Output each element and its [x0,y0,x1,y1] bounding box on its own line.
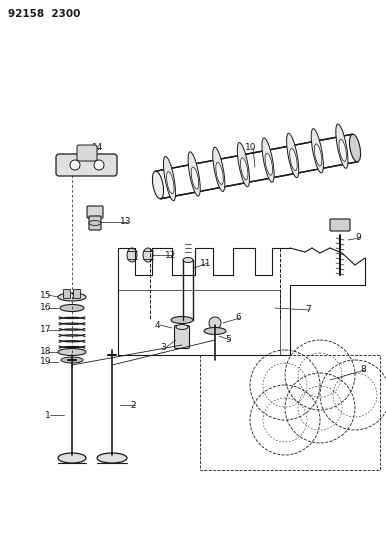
Ellipse shape [336,124,348,168]
Ellipse shape [60,304,84,311]
FancyBboxPatch shape [64,289,71,298]
Text: 10: 10 [245,143,257,152]
Ellipse shape [127,248,137,262]
Text: 16: 16 [40,303,51,312]
Text: 92158  2300: 92158 2300 [8,9,80,19]
Text: 13: 13 [120,217,132,227]
Ellipse shape [152,171,164,199]
Ellipse shape [89,221,101,225]
Text: 3: 3 [160,343,166,352]
Text: 19: 19 [40,358,51,367]
Ellipse shape [262,138,274,182]
Ellipse shape [240,158,248,180]
Circle shape [209,317,221,329]
Text: 9: 9 [355,233,361,243]
Text: 7: 7 [305,305,311,314]
Text: 17: 17 [40,326,51,335]
Ellipse shape [58,349,86,356]
Ellipse shape [311,128,323,173]
FancyBboxPatch shape [174,326,190,349]
Ellipse shape [163,156,176,201]
Text: 1: 1 [45,410,51,419]
Ellipse shape [183,257,193,262]
Ellipse shape [286,133,299,177]
Ellipse shape [143,248,153,262]
Text: 8: 8 [360,366,366,375]
Text: 11: 11 [200,259,212,268]
Text: 14: 14 [92,143,103,152]
Ellipse shape [191,167,199,189]
FancyBboxPatch shape [330,219,350,231]
Ellipse shape [61,357,83,363]
Ellipse shape [265,153,273,175]
Ellipse shape [171,317,193,324]
Ellipse shape [339,139,346,161]
Text: 15: 15 [40,290,51,300]
Ellipse shape [176,325,188,329]
Text: 5: 5 [225,335,231,344]
Ellipse shape [349,134,361,162]
Ellipse shape [237,142,249,187]
Ellipse shape [216,163,223,184]
Ellipse shape [188,152,200,196]
FancyBboxPatch shape [73,289,81,298]
Text: 6: 6 [235,313,241,322]
Ellipse shape [331,221,349,229]
Text: 4: 4 [155,320,161,329]
Ellipse shape [58,453,86,463]
Circle shape [70,160,80,170]
Ellipse shape [204,327,226,335]
Ellipse shape [97,453,127,463]
FancyBboxPatch shape [77,145,97,161]
Text: 2: 2 [130,400,135,409]
Ellipse shape [58,293,86,301]
Ellipse shape [314,144,322,166]
FancyBboxPatch shape [87,206,103,218]
Ellipse shape [290,149,297,171]
Text: 12: 12 [165,251,176,260]
Text: 18: 18 [40,348,51,357]
FancyBboxPatch shape [56,154,117,176]
Circle shape [94,160,104,170]
FancyBboxPatch shape [89,216,101,230]
Ellipse shape [167,172,174,193]
Ellipse shape [213,147,225,191]
